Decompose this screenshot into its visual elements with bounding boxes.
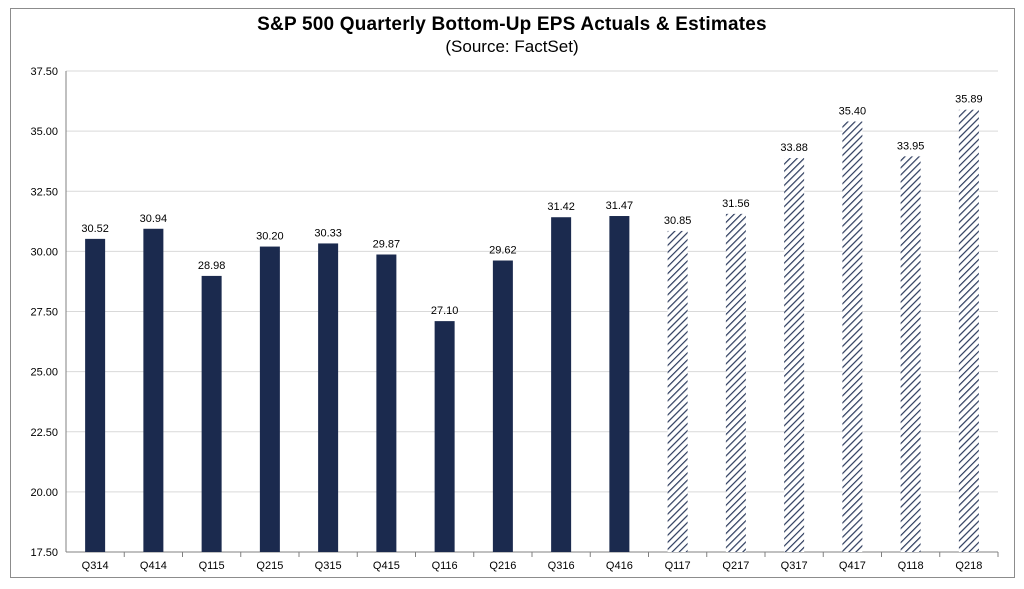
x-tick-label: Q416 [606,560,633,572]
actual-bar [201,275,222,552]
bar-value-label: 33.95 [897,140,925,152]
y-tick-label: 35.00 [30,126,58,138]
y-tick-label: 20.00 [30,487,58,499]
x-tick-label: Q314 [82,560,109,572]
estimate-bar [842,121,863,552]
y-tick-label: 32.50 [30,186,58,198]
actual-bar [551,217,572,552]
x-tick-label: Q415 [373,560,400,572]
bar-value-label: 30.52 [81,223,109,235]
x-tick-label: Q216 [489,560,516,572]
actual-bar [85,238,106,552]
x-tick-label: Q218 [955,560,982,572]
bar-value-label: 29.87 [373,239,401,251]
y-tick-label: 27.50 [30,307,58,319]
y-tick-label: 17.50 [30,547,58,559]
x-tick-label: Q117 [665,560,691,572]
x-tick-label: Q417 [839,560,866,572]
x-tick-label: Q317 [781,560,808,572]
y-tick-label: 37.50 [30,66,58,78]
data-labels: 30.52 30.94 28.98 30.20 30.33 29.87 27.10 29.62… [81,94,982,317]
bar-value-label: 30.94 [140,213,168,225]
bar-value-label: 30.33 [314,227,342,239]
x-tick-label: Q217 [722,560,749,572]
y-tick-label: 22.50 [30,427,58,439]
bar-value-label: 35.89 [955,94,983,106]
x-tick-label: Q315 [315,560,342,572]
bars [85,109,979,553]
x-tick-label: Q215 [256,560,283,572]
bar-value-label: 33.88 [780,142,808,154]
bar-value-label: 30.20 [256,231,284,243]
y-tick-label: 30.00 [30,246,58,258]
x-tick-label: Q116 [432,560,458,572]
estimate-bar [784,158,805,552]
bar-value-label: 31.47 [606,200,634,212]
bar-value-label: 35.40 [839,106,867,118]
actual-bar [376,254,397,552]
estimate-bar [725,213,746,552]
x-tick-label: Q316 [548,560,575,572]
actual-bar [143,228,164,552]
x-tick-label: Q118 [898,560,924,572]
actual-bar [609,216,630,553]
bar-value-label: 28.98 [198,260,226,272]
actual-bar [259,246,280,552]
axes: 17.50 20.00 22.50 25.00 27.50 30.00 32.50 35.00… [30,66,999,572]
chart-title: S&P 500 Quarterly Bottom-Up EPS Actuals … [257,14,767,35]
actual-bar [318,243,339,552]
x-tick-label: Q115 [199,560,225,572]
y-tick-label: 25.00 [30,367,58,379]
bar-value-label: 29.62 [489,245,517,257]
estimate-bar [900,156,921,552]
bar-value-label: 27.10 [431,305,459,317]
x-tick-label: Q414 [140,560,167,572]
actual-bar [434,321,455,552]
bar-value-label: 31.42 [547,201,575,213]
actual-bar [492,260,513,552]
estimate-bar [958,109,979,553]
chart-subtitle: (Source: FactSet) [445,37,579,56]
bar-value-label: 31.56 [722,198,750,210]
estimate-bar [667,230,688,552]
bar-value-label: 30.85 [664,215,692,227]
